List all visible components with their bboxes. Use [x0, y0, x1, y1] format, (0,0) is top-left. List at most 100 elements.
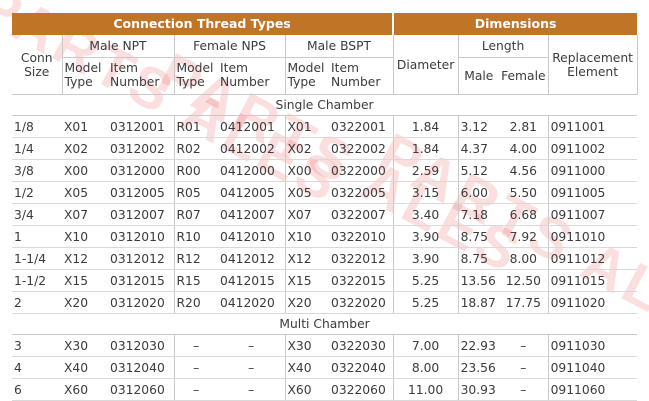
npt-item-cell: 0312001	[108, 115, 175, 138]
size-cell: 6	[12, 378, 62, 401]
bspt-model-cell: X07	[285, 203, 329, 226]
bspt-model-cell: X40	[285, 356, 329, 379]
length-male-cell: 7.18	[458, 203, 500, 226]
replacement-element-header: Replacement Element	[548, 35, 638, 95]
nps-model-cell: R05	[174, 181, 218, 204]
bspt-item-cell: 0322002	[329, 137, 394, 160]
replacement-cell: 0911005	[548, 181, 638, 204]
bspt-model-cell: X12	[285, 247, 329, 270]
npt-model-cell: X60	[62, 378, 108, 401]
npt-item-cell: 0312005	[108, 181, 175, 204]
diameter-cell: 3.40	[393, 203, 459, 226]
diameter-cell: 1.84	[393, 115, 459, 138]
replacement-cell: 0911000	[548, 159, 638, 182]
nps-model-cell: R07	[174, 203, 218, 226]
nps-item-cell: 0412005	[218, 181, 286, 204]
bspt-model-cell: X01	[285, 115, 329, 138]
length-male-cell: 18.87	[458, 291, 500, 314]
npt-model-cell: X12	[62, 247, 108, 270]
length-male-cell: 30.93	[458, 378, 500, 401]
nps-model-cell: R01	[174, 115, 218, 138]
bspt-item-cell: 0322060	[329, 378, 394, 401]
replacement-label-line2: Element	[567, 64, 619, 79]
bspt-model-cell: X60	[285, 378, 329, 401]
nps-item-cell: 0412007	[218, 203, 286, 226]
nps-model-cell: –	[174, 334, 218, 357]
length-female-cell: 6.68	[499, 203, 549, 226]
diameter-cell: 8.00	[393, 356, 459, 379]
length-female-cell: 4.00	[499, 137, 549, 160]
replacement-cell: 0911002	[548, 137, 638, 160]
npt-model-cell: X00	[62, 159, 108, 182]
length-male-cell: 6.00	[458, 181, 500, 204]
length-female-cell: 8.00	[499, 247, 549, 270]
size-cell: 2	[12, 291, 62, 314]
conn-size-label-line2: Size	[24, 64, 50, 79]
length-male-cell: 3.12	[458, 115, 500, 138]
length-female-cell: –	[499, 334, 549, 357]
npt-model-cell: X05	[62, 181, 108, 204]
diameter-cell: 5.25	[393, 291, 459, 314]
length-female-cell: 7.92	[499, 225, 549, 248]
bspt-model-cell: X15	[285, 269, 329, 292]
replacement-cell: 0911012	[548, 247, 638, 270]
nps-model-cell: R10	[174, 225, 218, 248]
npt-item-cell: 0312000	[108, 159, 175, 182]
length-header: Length	[458, 35, 549, 58]
table-row: 4 X40 0312040– – X40 0322040 8.00 23.56–0911040	[12, 356, 638, 379]
replacement-cell: 0911030	[548, 334, 638, 357]
bspt-model-cell: X00	[285, 159, 329, 182]
diameter-cell: 5.25	[393, 269, 459, 292]
table-row: 6 X60 0312060– – X60 0322060 11.00 30.93–091106…	[12, 378, 638, 401]
length-female-cell: 5.50	[499, 181, 549, 204]
replacement-label-line1: Replacement	[552, 50, 633, 65]
bspt-model-type-header: Model Type	[285, 57, 329, 95]
npt-model-cell: X07	[62, 203, 108, 226]
size-cell: 3	[12, 334, 62, 357]
size-cell: 3/8	[12, 159, 62, 182]
nps-item-cell: 0412015	[218, 269, 286, 292]
bspt-item-cell: 0322000	[329, 159, 394, 182]
spec-table-body: Single Chamber 1/8 X01 0312001 R01 0412001 X01…	[12, 94, 638, 401]
size-cell: 3/4	[12, 203, 62, 226]
npt-item-cell: 0312002	[108, 137, 175, 160]
size-cell: 1	[12, 225, 62, 248]
diameter-cell: 3.90	[393, 247, 459, 270]
npt-item-number-header: Item Number	[108, 57, 175, 95]
section-title: Single Chamber	[12, 94, 638, 116]
table-row: 1/2 X05 0312005 R05 0412005 X05 0322005 3.15 6.0…	[12, 181, 638, 204]
replacement-cell: 0911020	[548, 291, 638, 314]
nps-model-cell: –	[174, 378, 218, 401]
table-row: 3/8 X00 0312000 R00 0412000 X00 0322000 2.59 5.1…	[12, 159, 638, 182]
bspt-item-cell: 0322030	[329, 334, 394, 357]
bspt-item-cell: 0322020	[329, 291, 394, 314]
length-male-header: Male	[458, 57, 500, 95]
diameter-cell: 7.00	[393, 334, 459, 357]
nps-model-type-header: Model Type	[174, 57, 218, 95]
length-male-cell: 23.56	[458, 356, 500, 379]
bspt-model-cell: X30	[285, 334, 329, 357]
replacement-cell: 0911010	[548, 225, 638, 248]
diameter-cell: 1.84	[393, 137, 459, 160]
bspt-item-cell: 0322040	[329, 356, 394, 379]
table-row: 3/4 X07 0312007 R07 0412007 X07 0322007 3.40 7.1…	[12, 203, 638, 226]
size-cell: 4	[12, 356, 62, 379]
table-row: 3 X30 0312030– – X30 0322030 7.00 22.93–0911030	[12, 334, 638, 357]
length-male-cell: 13.56	[458, 269, 500, 292]
nps-item-cell: –	[218, 378, 286, 401]
bspt-item-cell: 0322007	[329, 203, 394, 226]
length-male-cell: 4.37	[458, 137, 500, 160]
header-band: Connection Thread Types Dimensions	[12, 13, 638, 35]
length-male-cell: 22.93	[458, 334, 500, 357]
npt-model-cell: X15	[62, 269, 108, 292]
replacement-cell: 0911015	[548, 269, 638, 292]
nps-item-cell: 0412010	[218, 225, 286, 248]
male-npt-header: Male NPT	[62, 35, 175, 58]
bspt-model-cell: X20	[285, 291, 329, 314]
npt-item-cell: 0312060	[108, 378, 175, 401]
size-cell: 1-1/4	[12, 247, 62, 270]
bspt-model-cell: X10	[285, 225, 329, 248]
length-female-cell: –	[499, 356, 549, 379]
table-row: 2 X20 0312020 R20 0412020 X20 0322020 5.25 18.87…	[12, 291, 638, 314]
length-female-header: Female	[499, 57, 549, 95]
